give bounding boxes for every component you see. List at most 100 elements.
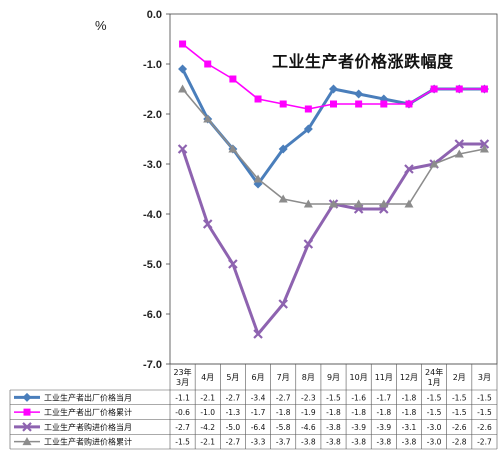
table-cell-value: -1.8: [351, 408, 366, 417]
x-tick-label: 3月: [478, 373, 491, 382]
data-point: [253, 174, 263, 183]
data-point: [228, 144, 238, 153]
data-point: [404, 164, 414, 174]
data-point: [229, 75, 237, 83]
table-cell-value: -1.5: [427, 408, 442, 417]
data-point: [404, 199, 414, 208]
table-cell-value: -3.9: [376, 423, 391, 432]
x-tick-label: 10月: [350, 373, 368, 382]
y-tick-label: -4.0: [143, 209, 162, 221]
y-tick-label: 0.0: [147, 9, 162, 21]
table-cell-value: -1.5: [427, 393, 442, 402]
table-cell-value: -2.7: [226, 393, 241, 402]
table-cell-value: -2.7: [226, 438, 241, 447]
data-point: [304, 105, 312, 113]
table-cell-value: -1.5: [175, 438, 190, 447]
legend-label: 工业生产者出厂价格累计: [44, 407, 132, 417]
series-line: [181, 142, 485, 336]
chart-title: 工业生产者价格涨跌幅度: [272, 52, 454, 71]
data-point: [405, 100, 413, 108]
y-unit-label: %: [95, 18, 107, 33]
legend-key-marker: [22, 422, 32, 432]
table-cell-value: -5.0: [226, 423, 241, 432]
data-point: [177, 144, 188, 154]
table-cell-value: -1.8: [376, 408, 391, 417]
data-point: [278, 194, 288, 203]
table-cell-value: -3.4: [251, 393, 266, 402]
x-tick-label: 4月: [201, 373, 214, 382]
data-point: [480, 85, 488, 93]
table-cell-value: -1.0: [200, 408, 215, 417]
table-cell-value: -2.7: [477, 438, 492, 447]
table-cell-value: -0.6: [175, 408, 190, 417]
data-point: [355, 100, 363, 108]
x-tick-label: 7月: [277, 373, 290, 382]
data-point: [430, 85, 438, 93]
data-point: [354, 199, 364, 208]
table-cell-value: -1.1: [175, 393, 190, 402]
legend-label: 工业生产者购进价格当月: [44, 422, 132, 432]
data-point: [354, 89, 364, 99]
data-point: [228, 259, 238, 269]
table-cell-value: -2.6: [477, 423, 492, 432]
table-cell-value: -1.6: [351, 393, 366, 402]
y-tick-label: -1.0: [143, 59, 162, 71]
data-point: [203, 114, 213, 123]
data-point: [303, 124, 313, 134]
data-point: [278, 299, 288, 309]
y-tick-label: -5.0: [143, 259, 162, 271]
data-point: [329, 84, 338, 94]
table-cell-value: -3.8: [402, 438, 417, 447]
data-point: [254, 95, 262, 103]
data-point: [303, 199, 313, 208]
legend-key-marker: [22, 392, 32, 402]
y-tick-label: -6.0: [143, 309, 162, 321]
table-cell-value: -3.3: [251, 438, 266, 447]
table-cell-value: -3.9: [351, 423, 366, 432]
table-cell-value: -3.8: [301, 438, 316, 447]
x-tick-label: 5月: [226, 373, 239, 382]
data-point: [202, 219, 213, 229]
data-point: [253, 329, 263, 339]
table-cell-value: -1.7: [251, 408, 266, 417]
data-point: [179, 40, 187, 48]
y-tick-label: -3.0: [143, 159, 162, 171]
series-line: [182, 43, 485, 110]
table-cell-value: -2.7: [175, 423, 190, 432]
y-tick-label: -2.0: [143, 109, 162, 121]
table-cell-value: -4.6: [301, 423, 316, 432]
table-cell-value: -3.8: [326, 438, 341, 447]
data-point: [278, 144, 288, 154]
data-point: [380, 100, 388, 108]
table-cell-value: -2.8: [452, 438, 467, 447]
data-point: [178, 84, 188, 93]
table-cell-value: -2.7: [276, 393, 291, 402]
x-tick-label: 11月: [375, 373, 393, 382]
data-point: [204, 60, 212, 68]
table-cell-value: -5.8: [276, 423, 291, 432]
data-point: [454, 139, 465, 149]
data-point: [455, 85, 463, 93]
table-cell-value: -1.8: [402, 393, 417, 402]
data-point: [303, 239, 314, 249]
table-cell-value: -6.4: [251, 423, 266, 432]
table-cell-value: -3.8: [326, 423, 341, 432]
legend-key-marker: [23, 408, 31, 416]
legend-key-marker: [22, 437, 32, 446]
table-cell-value: -1.3: [226, 408, 241, 417]
y-tick-label: -7.0: [143, 359, 162, 371]
x-tick-label: 23年 3月: [173, 367, 191, 387]
legend-label: 工业生产者出厂价格当月: [44, 392, 132, 402]
table-cell-value: -1.9: [301, 408, 316, 417]
table-cell-value: -2.1: [200, 438, 215, 447]
x-tick-label: 6月: [251, 373, 264, 382]
table-cell-value: -1.7: [376, 393, 391, 402]
table-cell-value: -1.5: [452, 393, 467, 402]
data-point: [479, 139, 490, 149]
table-cell-value: -2.1: [200, 393, 215, 402]
x-tick-label: 2月: [453, 373, 466, 382]
table-cell-value: -3.1: [402, 423, 417, 432]
data-point: [329, 199, 338, 208]
table-cell-value: -3.0: [427, 423, 442, 432]
